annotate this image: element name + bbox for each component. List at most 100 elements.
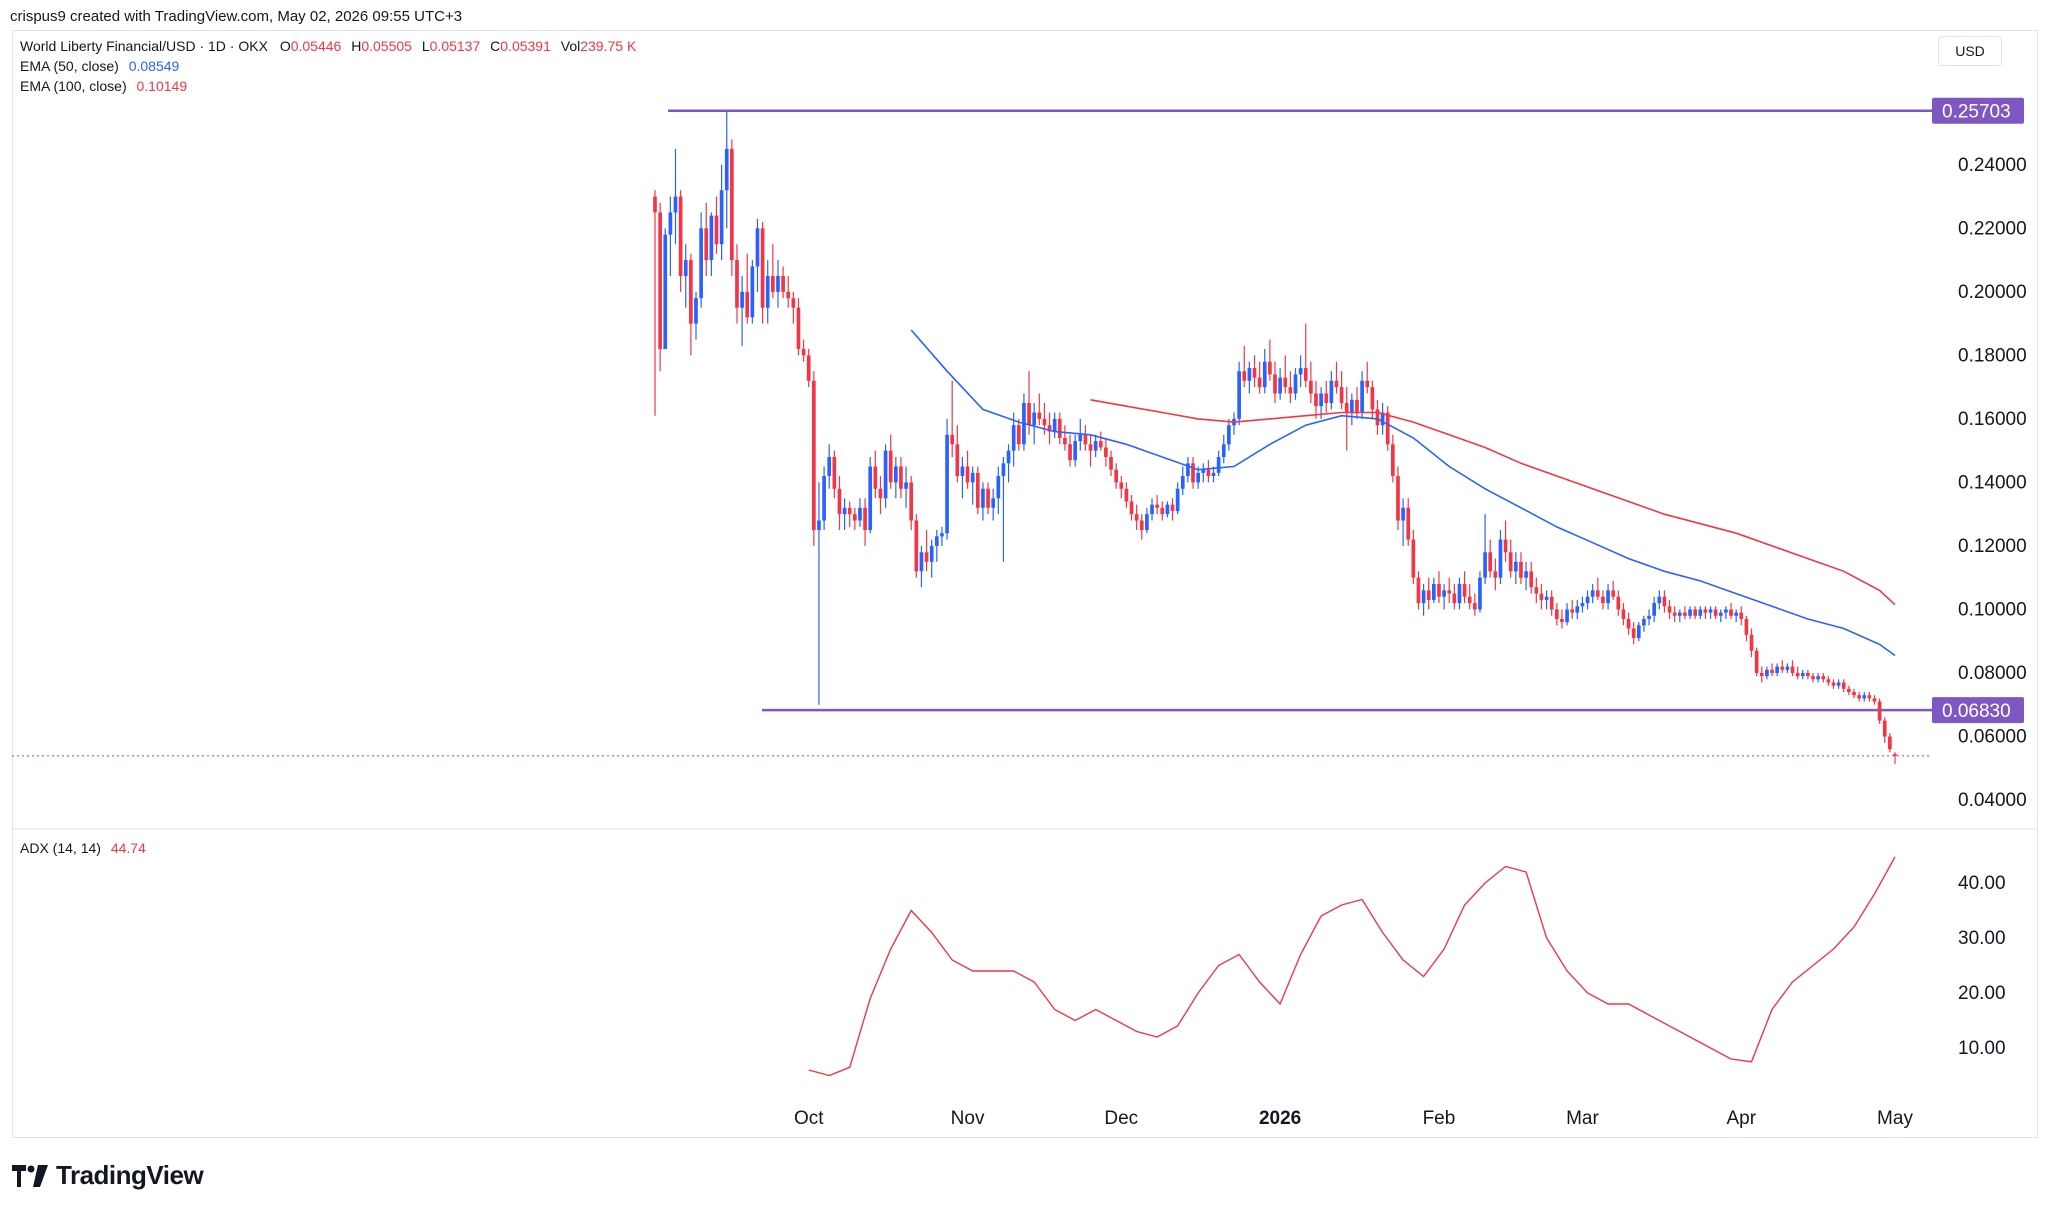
candle-body <box>1493 571 1498 578</box>
candle-body <box>1078 434 1083 442</box>
candle-body <box>940 533 944 537</box>
time-axis-tick-label: Oct <box>794 1108 824 1129</box>
candle-body <box>975 472 980 508</box>
low-value: 0.05137 <box>429 38 481 54</box>
time-axis-tick-label: May <box>1877 1108 1913 1129</box>
candle-body <box>1129 501 1134 515</box>
candle-body <box>950 434 955 445</box>
candle-body <box>1139 520 1144 531</box>
candle-body <box>1083 434 1088 445</box>
time-axis-tick-label: Dec <box>1104 1108 1138 1129</box>
adx-axis-tick-label: 10.00 <box>1958 1038 2006 1059</box>
candle-body <box>1744 618 1749 635</box>
price-axis-tick-label: 0.18000 <box>1958 345 2027 366</box>
adx-line <box>808 856 1896 1077</box>
candle-body <box>1667 606 1672 613</box>
candle-body <box>847 507 852 515</box>
chart-frame <box>12 30 2038 1138</box>
candle-body <box>1134 514 1139 521</box>
candle-body <box>888 450 893 483</box>
candle-body <box>694 298 698 324</box>
candle-body <box>1524 571 1528 578</box>
candle-body <box>842 507 847 515</box>
candle-body <box>1329 380 1334 403</box>
candle-body <box>960 466 965 477</box>
candle-body <box>1534 587 1539 594</box>
candle-body <box>1529 571 1534 588</box>
candle-body <box>1749 634 1754 651</box>
candle-body <box>1847 688 1851 693</box>
candle-body <box>1544 596 1549 600</box>
time-axis-tick-label: Mar <box>1566 1108 1599 1129</box>
adx-value: 44.74 <box>110 840 146 856</box>
candle-body <box>658 212 662 350</box>
candle-body <box>878 488 883 499</box>
price-axis-tick-label: 0.06000 <box>1958 726 2027 747</box>
candle-body <box>863 507 867 531</box>
candle-body <box>1278 377 1282 394</box>
candle-body <box>1836 682 1841 686</box>
candle-body <box>1882 720 1887 737</box>
candle-body <box>1488 552 1493 572</box>
candle-body <box>1672 612 1677 616</box>
candle-body <box>991 498 996 508</box>
candle-body <box>663 234 668 350</box>
candle-body <box>786 291 791 299</box>
candle-body <box>1862 695 1867 699</box>
candle-body <box>1508 552 1513 572</box>
candle-body <box>1298 368 1303 375</box>
candle-body <box>1109 456 1113 470</box>
candle-body <box>1437 584 1441 597</box>
candle-body <box>899 466 903 489</box>
candle-body <box>724 148 729 191</box>
candle-body <box>945 434 949 534</box>
candle-body <box>1011 425 1016 451</box>
high-label: H <box>351 38 362 54</box>
candle-body <box>1016 425 1021 445</box>
candle-body <box>868 466 873 531</box>
candle-body <box>1554 609 1559 619</box>
candle-body <box>832 456 837 489</box>
candle-body <box>1098 441 1103 448</box>
candle-body <box>1831 682 1836 686</box>
candle-body <box>914 520 919 572</box>
candle-body <box>1385 412 1390 445</box>
ema100-value: 0.10149 <box>136 78 188 94</box>
candle-body <box>1693 609 1698 616</box>
candle-body <box>745 291 750 318</box>
close-label: C <box>490 38 501 54</box>
candle-body <box>1344 403 1349 413</box>
candle-body <box>909 482 914 521</box>
price-axis-tick-label: 0.22000 <box>1958 218 2027 239</box>
candle-body <box>1211 472 1216 477</box>
candle-body <box>924 552 929 562</box>
candle-body <box>806 355 811 381</box>
candle-body <box>1734 612 1739 616</box>
candle-body <box>811 380 816 531</box>
candle-body <box>1001 463 1006 477</box>
candle-body <box>1391 444 1395 477</box>
candle-body <box>1421 590 1426 604</box>
candle-body <box>1724 609 1728 613</box>
candle-body <box>1549 596 1554 610</box>
candle-body <box>929 545 934 562</box>
time-axis-tick-label: Apr <box>1726 1108 1756 1129</box>
candle-body <box>1606 590 1610 604</box>
adx-axis-tick-label: 20.00 <box>1958 983 2006 1004</box>
candle-body <box>965 466 970 483</box>
currency-button[interactable]: USD <box>1938 36 2002 66</box>
candle-body <box>1595 590 1600 597</box>
candle-body <box>883 450 888 499</box>
ema100-label: EMA (100, close) <box>20 78 127 94</box>
candle-body <box>1288 387 1293 394</box>
candle-body <box>1775 666 1779 673</box>
candle-body <box>1124 488 1129 502</box>
support-level-label-box <box>1932 697 2024 724</box>
candle-body <box>1293 374 1298 394</box>
price-axis-tick-label: 0.14000 <box>1958 472 2027 493</box>
candle-body <box>1273 374 1277 394</box>
candle-body <box>1068 444 1072 461</box>
candle-body <box>678 196 683 276</box>
candle-body <box>1104 447 1108 457</box>
candle-body <box>1314 393 1318 407</box>
